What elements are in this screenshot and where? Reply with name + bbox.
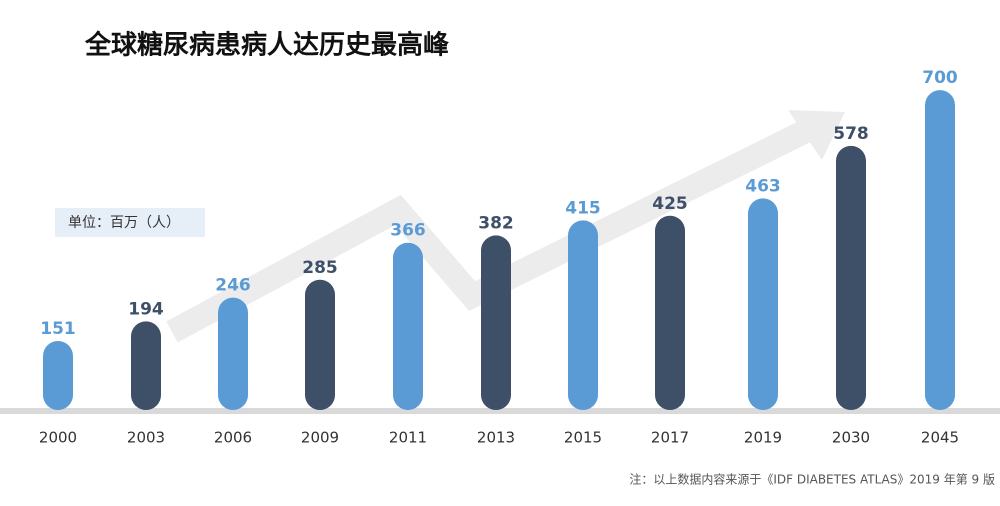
bar: [655, 215, 685, 410]
x-tick-label: 2045: [921, 429, 959, 447]
x-tick-label: 2013: [477, 429, 515, 447]
value-label: 285: [302, 258, 338, 278]
bar: [218, 297, 248, 410]
value-label: 578: [833, 124, 869, 144]
bar: [43, 340, 73, 410]
x-tick-label: 2019: [744, 429, 782, 447]
trend-arrow: [166, 117, 818, 343]
unit-box: [55, 208, 205, 237]
bar: [748, 198, 778, 410]
value-label: 463: [745, 176, 781, 196]
x-tick-label: 2011: [389, 429, 427, 447]
value-label: 194: [128, 299, 164, 319]
unit-label: 单位：百万（人）: [68, 215, 180, 231]
bar: [481, 235, 511, 410]
x-tick-label: 2006: [214, 429, 252, 447]
x-tick-label: 2000: [39, 429, 77, 447]
x-tick-label: 2009: [301, 429, 339, 447]
value-label: 246: [215, 276, 251, 296]
arrow-head: [788, 110, 845, 160]
chart-title: 全球糖尿病患病人达历史最高峰: [84, 30, 449, 61]
x-tick-label: 2017: [651, 429, 689, 447]
bar: [131, 321, 161, 410]
bar: [925, 90, 955, 410]
x-tick-label: 2015: [564, 429, 602, 447]
x-tick-label: 2030: [832, 429, 870, 447]
value-label: 382: [478, 213, 514, 233]
baseline: [0, 408, 1000, 414]
bar: [305, 279, 335, 410]
value-label: 425: [652, 194, 688, 214]
bar: [836, 145, 866, 410]
bar: [393, 242, 423, 410]
value-label: 151: [40, 319, 76, 339]
x-tick-label: 2003: [127, 429, 165, 447]
value-label: 366: [390, 221, 426, 241]
value-label: 700: [922, 68, 958, 88]
footnote: 注：以上数据内容来源于《IDF DIABETES ATLAS》2019 年第 9…: [629, 472, 995, 487]
value-label: 415: [565, 198, 601, 218]
bar: [568, 220, 598, 410]
